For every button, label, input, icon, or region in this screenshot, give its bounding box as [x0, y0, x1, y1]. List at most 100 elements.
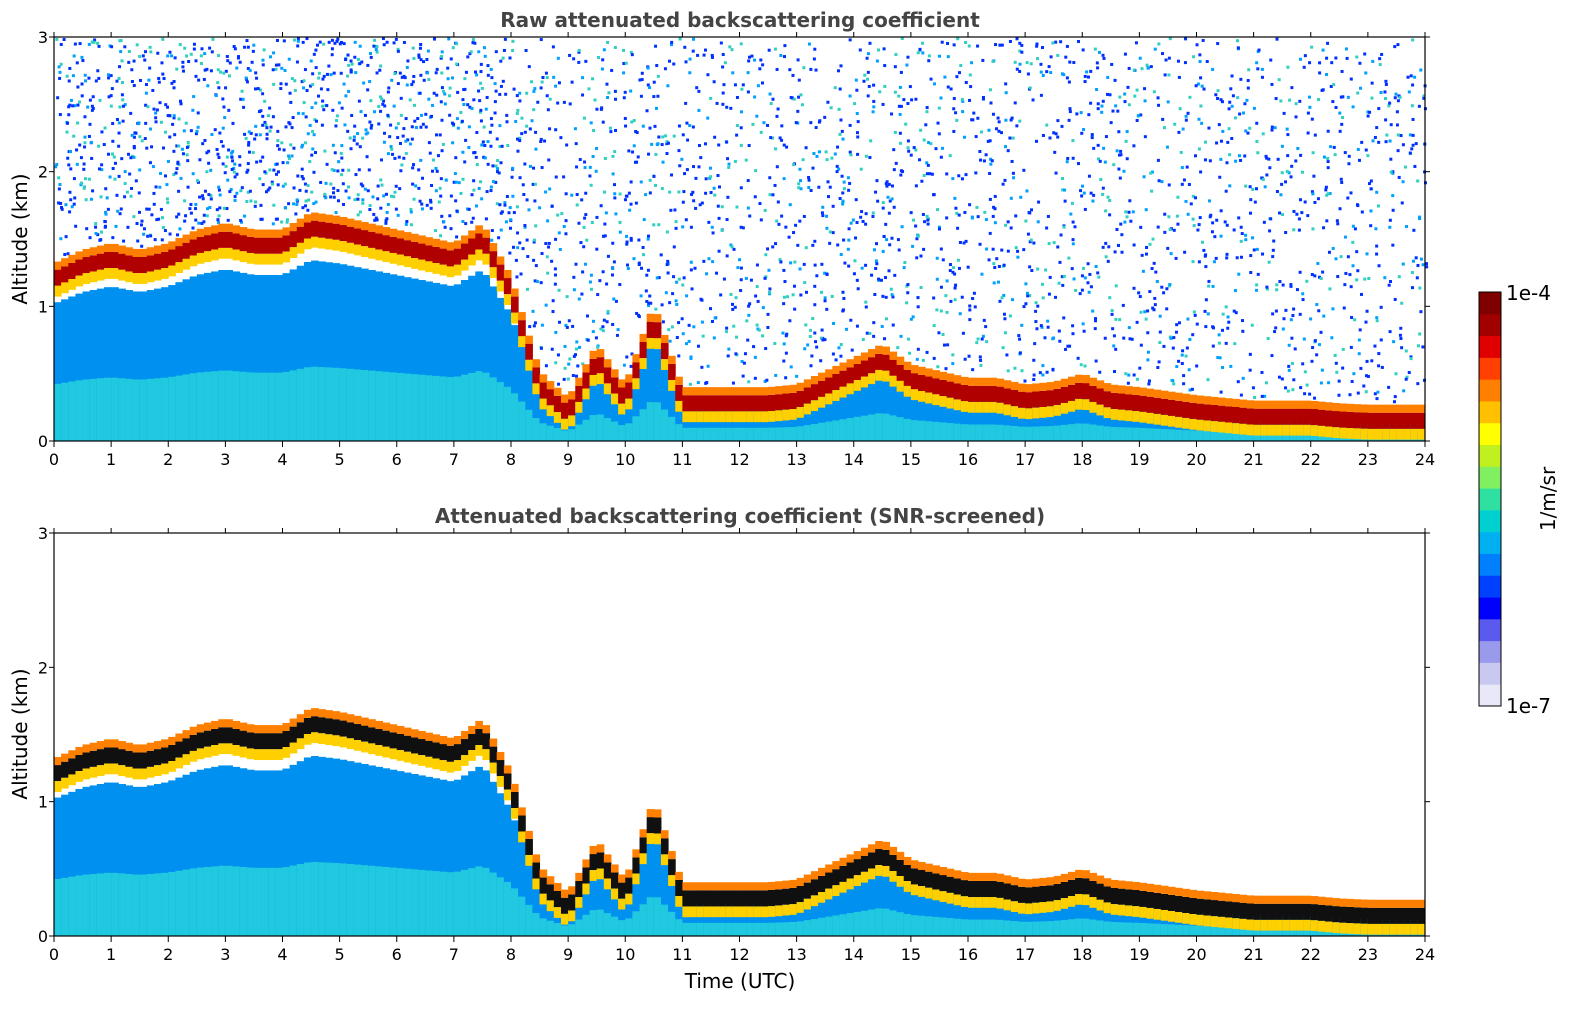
heatmap-cell [386, 114, 389, 117]
heatmap-cell [602, 235, 605, 238]
heatmap-cell [1004, 388, 1012, 404]
heatmap-cell [222, 72, 225, 75]
heatmap-cell [995, 257, 998, 260]
heatmap-cell [1411, 83, 1414, 86]
heatmap-cell [979, 243, 982, 246]
heatmap-cell [547, 921, 555, 936]
heatmap-cell [631, 53, 634, 56]
heatmap-cell [868, 349, 876, 357]
heatmap-cell [1056, 136, 1059, 139]
heatmap-cell [706, 117, 709, 120]
heatmap-cell [1165, 287, 1168, 290]
heatmap-cell [1046, 320, 1049, 323]
heatmap-cell [541, 76, 544, 79]
heatmap-cell [946, 42, 949, 45]
heatmap-cell [989, 402, 997, 413]
heatmap-cell [290, 223, 298, 231]
heatmap-cell [652, 223, 655, 226]
heatmap-cell [958, 71, 961, 74]
heatmap-cell [360, 61, 363, 64]
heatmap-cell [813, 48, 816, 51]
heatmap-cell [906, 56, 909, 59]
heatmap-cell [217, 54, 220, 57]
heatmap-cell [177, 145, 180, 148]
heatmap-cell [1181, 349, 1184, 352]
heatmap-cell [1396, 429, 1404, 440]
heatmap-cell [777, 107, 780, 110]
heatmap-cell [863, 80, 866, 83]
heatmap-cell [640, 334, 648, 342]
heatmap-cell [841, 175, 844, 178]
heatmap-cell [685, 342, 688, 345]
heatmap-cell [756, 324, 759, 327]
heatmap-cell [1111, 309, 1114, 312]
heatmap-cell [1247, 68, 1250, 71]
heatmap-cell [1344, 272, 1347, 275]
heatmap-cell [1132, 287, 1135, 290]
heatmap-cell [1255, 283, 1258, 286]
heatmap-cell [310, 60, 313, 63]
heatmap-cell [380, 184, 383, 187]
heatmap-cell [1216, 97, 1219, 100]
heatmap-cell [254, 238, 262, 254]
heatmap-cell [952, 107, 955, 110]
heatmap-cell [1136, 321, 1139, 324]
heatmap-cell [988, 258, 991, 261]
heatmap-cell [479, 180, 482, 183]
heatmap-cell [796, 110, 799, 113]
heatmap-cell [378, 69, 381, 72]
heatmap-cell [1125, 427, 1133, 441]
heatmap-cell [572, 374, 575, 377]
heatmap-cell [841, 291, 844, 294]
heatmap-cell [735, 206, 738, 209]
heatmap-cell [727, 166, 730, 169]
heatmap-cell [75, 380, 83, 441]
heatmap-cell [982, 402, 990, 413]
heatmap-cell [370, 127, 373, 130]
heatmap-cell [975, 206, 978, 209]
heatmap-cell [989, 163, 992, 166]
heatmap-cell [156, 108, 159, 111]
heatmap-cell [354, 740, 362, 751]
heatmap-cell [568, 54, 571, 57]
heatmap-cell [126, 191, 129, 194]
heatmap-cell [1325, 73, 1328, 76]
heatmap-cell [205, 170, 208, 173]
heatmap-cell [882, 414, 890, 441]
heatmap-cell [1052, 336, 1055, 339]
heatmap-cell [1048, 136, 1051, 139]
heatmap-cell [1371, 82, 1374, 85]
heatmap-cell [1199, 104, 1202, 107]
heatmap-cell [640, 409, 648, 441]
heatmap-cell [1117, 168, 1120, 171]
heatmap-cell [1153, 297, 1156, 300]
heatmap-cell [792, 231, 795, 234]
heatmap-cell [828, 242, 831, 245]
heatmap-cell [262, 63, 265, 66]
heatmap-cell [500, 229, 503, 232]
heatmap-cell [311, 732, 319, 743]
heatmap-cell [959, 241, 962, 244]
heatmap-cell [239, 61, 242, 64]
heatmap-cell [190, 239, 198, 255]
heatmap-cell [1026, 292, 1029, 295]
heatmap-cell [575, 920, 583, 936]
heatmap-cell [418, 870, 426, 936]
heatmap-cell [141, 139, 144, 142]
heatmap-cell [711, 411, 719, 422]
heatmap-cell [690, 395, 698, 411]
heatmap-cell [648, 86, 651, 89]
heatmap-cell [811, 244, 814, 247]
heatmap-cell [776, 165, 779, 168]
heatmap-cell [1268, 409, 1276, 425]
heatmap-cell [809, 335, 812, 338]
heatmap-cell [649, 191, 652, 194]
heatmap-cell [498, 93, 501, 96]
heatmap-cell [897, 95, 900, 98]
heatmap-cell [594, 99, 597, 102]
heatmap-cell [798, 267, 801, 270]
heatmap-cell [838, 108, 841, 111]
heatmap-cell [1366, 154, 1369, 157]
heatmap-cell [938, 132, 941, 135]
